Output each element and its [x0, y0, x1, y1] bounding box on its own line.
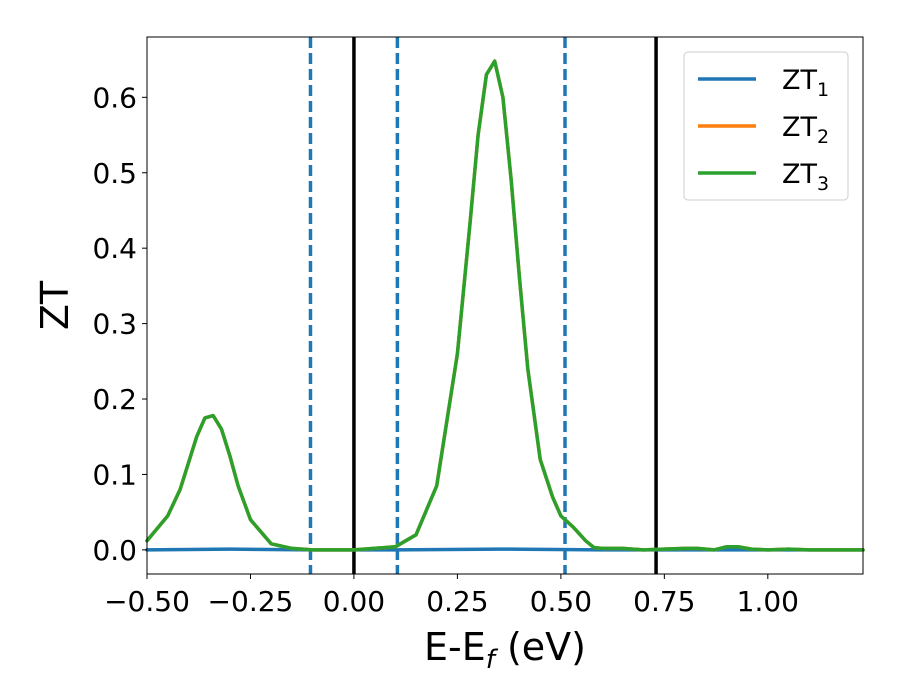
legend-label-1: ZT1 — [782, 65, 829, 101]
plot-frame — [146, 36, 864, 575]
legend-box — [683, 51, 849, 201]
series-lines — [145, 59, 865, 552]
legend-entries: ZT1 ZT2 ZT3 — [698, 65, 829, 195]
x-tick-label: 0.25 — [426, 585, 488, 618]
y-tick-label: 0.5 — [92, 157, 137, 190]
y-tick-label: 0.1 — [92, 458, 137, 491]
legend-label-2: ZT2 — [782, 112, 829, 148]
x-tick-label: 0.50 — [530, 585, 592, 618]
y-tick-label: 0.4 — [92, 232, 137, 265]
x-tick-label: 0.00 — [323, 585, 385, 618]
y-axis-label: ZT — [33, 280, 77, 330]
x-tick-label: −0.25 — [208, 585, 294, 618]
x-axis-label: E-Ef (eV) — [424, 625, 586, 675]
x-tick-label: 1.00 — [737, 585, 799, 618]
x-tick-label: 0.75 — [633, 585, 695, 618]
x-tick-label: −0.50 — [104, 585, 190, 618]
y-tick-label: 0.0 — [92, 534, 137, 567]
x-axis-ticks: −0.50 −0.25 0.00 0.25 0.50 0.75 1.00 — [104, 574, 799, 618]
legend-label-3: ZT3 — [782, 159, 829, 195]
series-line-3 — [145, 59, 865, 552]
y-tick-label: 0.6 — [92, 81, 137, 114]
y-tick-label: 0.3 — [92, 308, 137, 341]
y-tick-label: 0.2 — [92, 383, 137, 416]
legend: ZT1 ZT2 ZT3 — [683, 51, 849, 201]
vertical-reference-lines — [308, 37, 658, 574]
y-axis-ticks: 0.0 0.1 0.2 0.3 0.4 0.5 0.6 — [92, 81, 147, 567]
